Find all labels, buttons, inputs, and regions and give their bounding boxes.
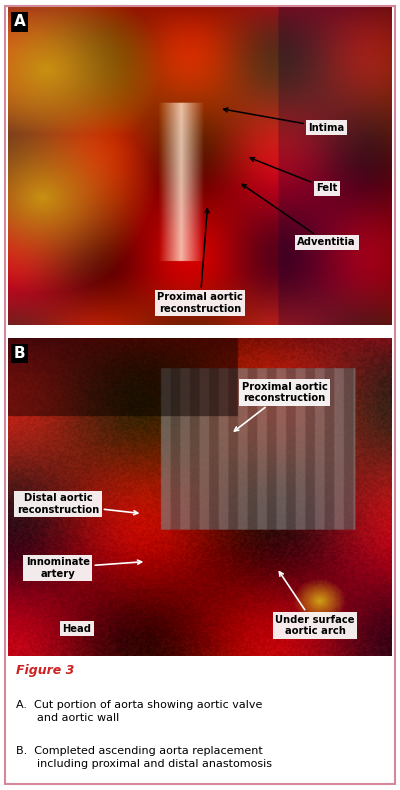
Text: Proximal aortic
reconstruction: Proximal aortic reconstruction xyxy=(157,209,243,314)
Text: Adventitia: Adventitia xyxy=(242,184,356,247)
Text: Intima: Intima xyxy=(224,108,345,133)
Text: Innominate
artery: Innominate artery xyxy=(26,557,142,579)
Text: A: A xyxy=(14,14,26,29)
Text: A.  Cut portion of aorta showing aortic valve
      and aortic wall: A. Cut portion of aorta showing aortic v… xyxy=(16,700,262,723)
Text: B.  Completed ascending aorta replacement
      including proximal and distal an: B. Completed ascending aorta replacement… xyxy=(16,747,272,769)
Text: Under surface
aortic arch: Under surface aortic arch xyxy=(276,572,355,636)
Text: Figure 3: Figure 3 xyxy=(16,664,74,677)
Text: Head: Head xyxy=(63,623,92,634)
Text: Felt: Felt xyxy=(250,157,338,194)
Text: B: B xyxy=(14,346,25,361)
Text: Distal aortic
reconstruction: Distal aortic reconstruction xyxy=(17,493,138,515)
Text: Proximal aortic
reconstruction: Proximal aortic reconstruction xyxy=(234,382,328,431)
